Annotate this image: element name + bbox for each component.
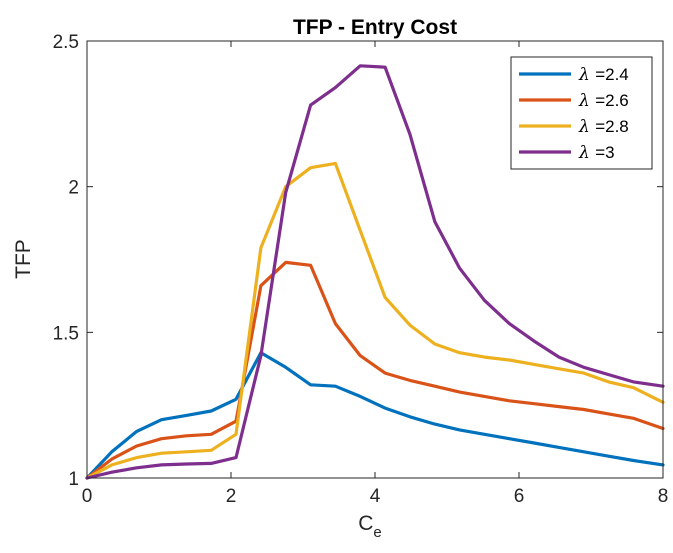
y-axis-label: TFP bbox=[12, 239, 35, 279]
x-tick-label: 2 bbox=[226, 486, 237, 507]
legend: λ =2.4λ =2.6λ =2.8λ =3 bbox=[510, 56, 653, 170]
series-line-3 bbox=[85, 161, 665, 480]
series-line-4 bbox=[85, 64, 665, 480]
legend-label-1: λ =2.4 bbox=[578, 65, 629, 85]
y-tick-label: 1.5 bbox=[53, 323, 79, 344]
x-axis-label: Ce bbox=[358, 512, 382, 541]
legend-label-2: λ =2.6 bbox=[578, 91, 629, 111]
x-tick-label: 0 bbox=[82, 486, 93, 507]
legend-label-4: λ =3 bbox=[578, 143, 615, 163]
y-tick-label: 2.5 bbox=[53, 32, 79, 53]
x-tick-label: 6 bbox=[514, 486, 525, 507]
legend-series-name: =2.8 bbox=[595, 117, 629, 136]
y-tick-label: 1 bbox=[68, 469, 79, 490]
legend-box bbox=[510, 56, 653, 170]
series-layer bbox=[85, 64, 665, 480]
x-axis-label-subscript: e bbox=[373, 524, 381, 541]
chart-title: TFP - Entry Cost bbox=[293, 16, 457, 39]
ticks-layer: 0 2 4 6 8 1 1.5 2 2.5 bbox=[53, 32, 669, 507]
legend-series-name: =2.4 bbox=[595, 65, 629, 84]
series-line-1 bbox=[85, 351, 665, 480]
x-axis-label-main: C bbox=[358, 512, 373, 535]
x-tick-label: 4 bbox=[370, 486, 381, 507]
legend-series-name: =3 bbox=[595, 143, 614, 162]
legend-lambda-symbol: λ bbox=[578, 65, 595, 85]
legend-lambda-symbol: λ bbox=[578, 143, 595, 163]
legend-label-3: λ =2.8 bbox=[578, 117, 629, 137]
legend-series-name: =2.6 bbox=[595, 91, 629, 110]
legend-lambda-symbol: λ bbox=[578, 91, 595, 111]
x-tick-label: 8 bbox=[658, 486, 669, 507]
y-tick-label: 2 bbox=[68, 178, 79, 199]
series-line-2 bbox=[85, 260, 665, 480]
legend-lambda-symbol: λ bbox=[578, 117, 595, 137]
